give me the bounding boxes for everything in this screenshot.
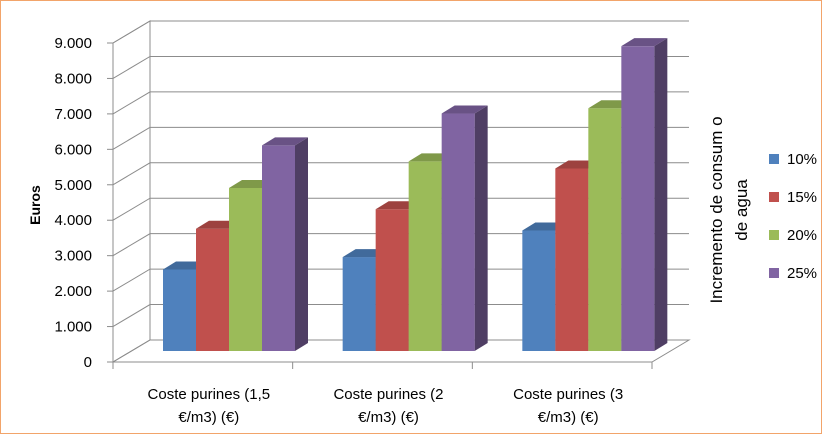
bar-front (555, 168, 589, 351)
bars (163, 38, 668, 352)
y-tick-label: 1.000 (54, 319, 92, 336)
bar-front (522, 230, 556, 351)
y-tick-label: 2.000 (54, 283, 92, 300)
legend-title: Incremento de consum o de agua (707, 116, 751, 303)
y-tick-label: 7.000 (54, 106, 92, 123)
gridline (112, 197, 689, 221)
legend-label: 20% (787, 227, 817, 244)
bar-side (474, 105, 488, 352)
legend-label: 15% (787, 189, 817, 206)
legend-label: 10% (787, 151, 817, 168)
gridline (112, 304, 689, 327)
legend-swatch (769, 192, 779, 202)
legend-label: 25% (787, 265, 817, 282)
bar-front (588, 108, 622, 351)
bar-top (621, 38, 668, 47)
category-label: Coste purines (1,5 (148, 386, 271, 403)
category-label: Coste purines (3 (513, 386, 623, 403)
y-axis-label: Euros (27, 185, 43, 225)
bar-front (375, 209, 409, 351)
bar-front (408, 161, 442, 351)
legend-title-line: Incremento de consum o (707, 116, 726, 303)
bar-front (196, 228, 229, 351)
bar-side (654, 38, 668, 352)
y-tick-label: 9.000 (54, 35, 92, 52)
bar-front (441, 113, 475, 352)
bar-front (342, 257, 376, 351)
bar-top (441, 105, 488, 114)
category-label: €/m3) (€) (358, 409, 419, 426)
gridline (112, 20, 689, 44)
category-label: €/m3) (€) (178, 409, 239, 426)
bar (441, 105, 488, 352)
bar (262, 137, 308, 351)
side-wall (112, 20, 151, 363)
gridline (112, 91, 689, 115)
y-tick-label: 8.000 (54, 70, 92, 87)
legend-swatch (769, 268, 779, 278)
legend-item: 15% (769, 189, 817, 206)
bar-side (295, 137, 308, 351)
gridline (112, 126, 689, 150)
y-tick-label: 3.000 (54, 248, 92, 265)
bar-front (229, 187, 262, 351)
bar (555, 160, 602, 351)
bar-front (262, 145, 295, 351)
gridline (112, 339, 689, 363)
y-tick-label: 4.000 (54, 212, 92, 229)
bar-top (262, 137, 308, 146)
bar-front (621, 46, 655, 352)
gridline (112, 162, 689, 186)
category-label: €/m3) (€) (538, 409, 599, 426)
legend-swatch (769, 154, 779, 164)
legend-item: 10% (769, 151, 817, 168)
bar-front (163, 269, 196, 351)
legend-title-line: de agua (732, 179, 751, 241)
legend-item: 20% (769, 227, 817, 244)
y-tick-label: 5.000 (54, 177, 92, 194)
y-tick-label: 6.000 (54, 141, 92, 158)
legend-item: 25% (769, 265, 817, 282)
gridline (112, 233, 689, 257)
gridlines (107, 20, 689, 369)
bar (621, 38, 668, 352)
legend: 10% 15% 20% 25% (769, 151, 817, 282)
category-label: Coste purines (2 (333, 386, 443, 403)
gridline (112, 55, 689, 79)
y-tick-label: 0 (84, 354, 92, 371)
gridline (112, 268, 689, 292)
category-labels: Coste purines (1,5 €/m3) (€) Coste purines… (148, 386, 624, 426)
y-tick-labels: 0 1.000 2.000 3.000 4.000 5.000 6.000 7.000 8.00… (54, 35, 92, 371)
legend-swatch (769, 230, 779, 240)
